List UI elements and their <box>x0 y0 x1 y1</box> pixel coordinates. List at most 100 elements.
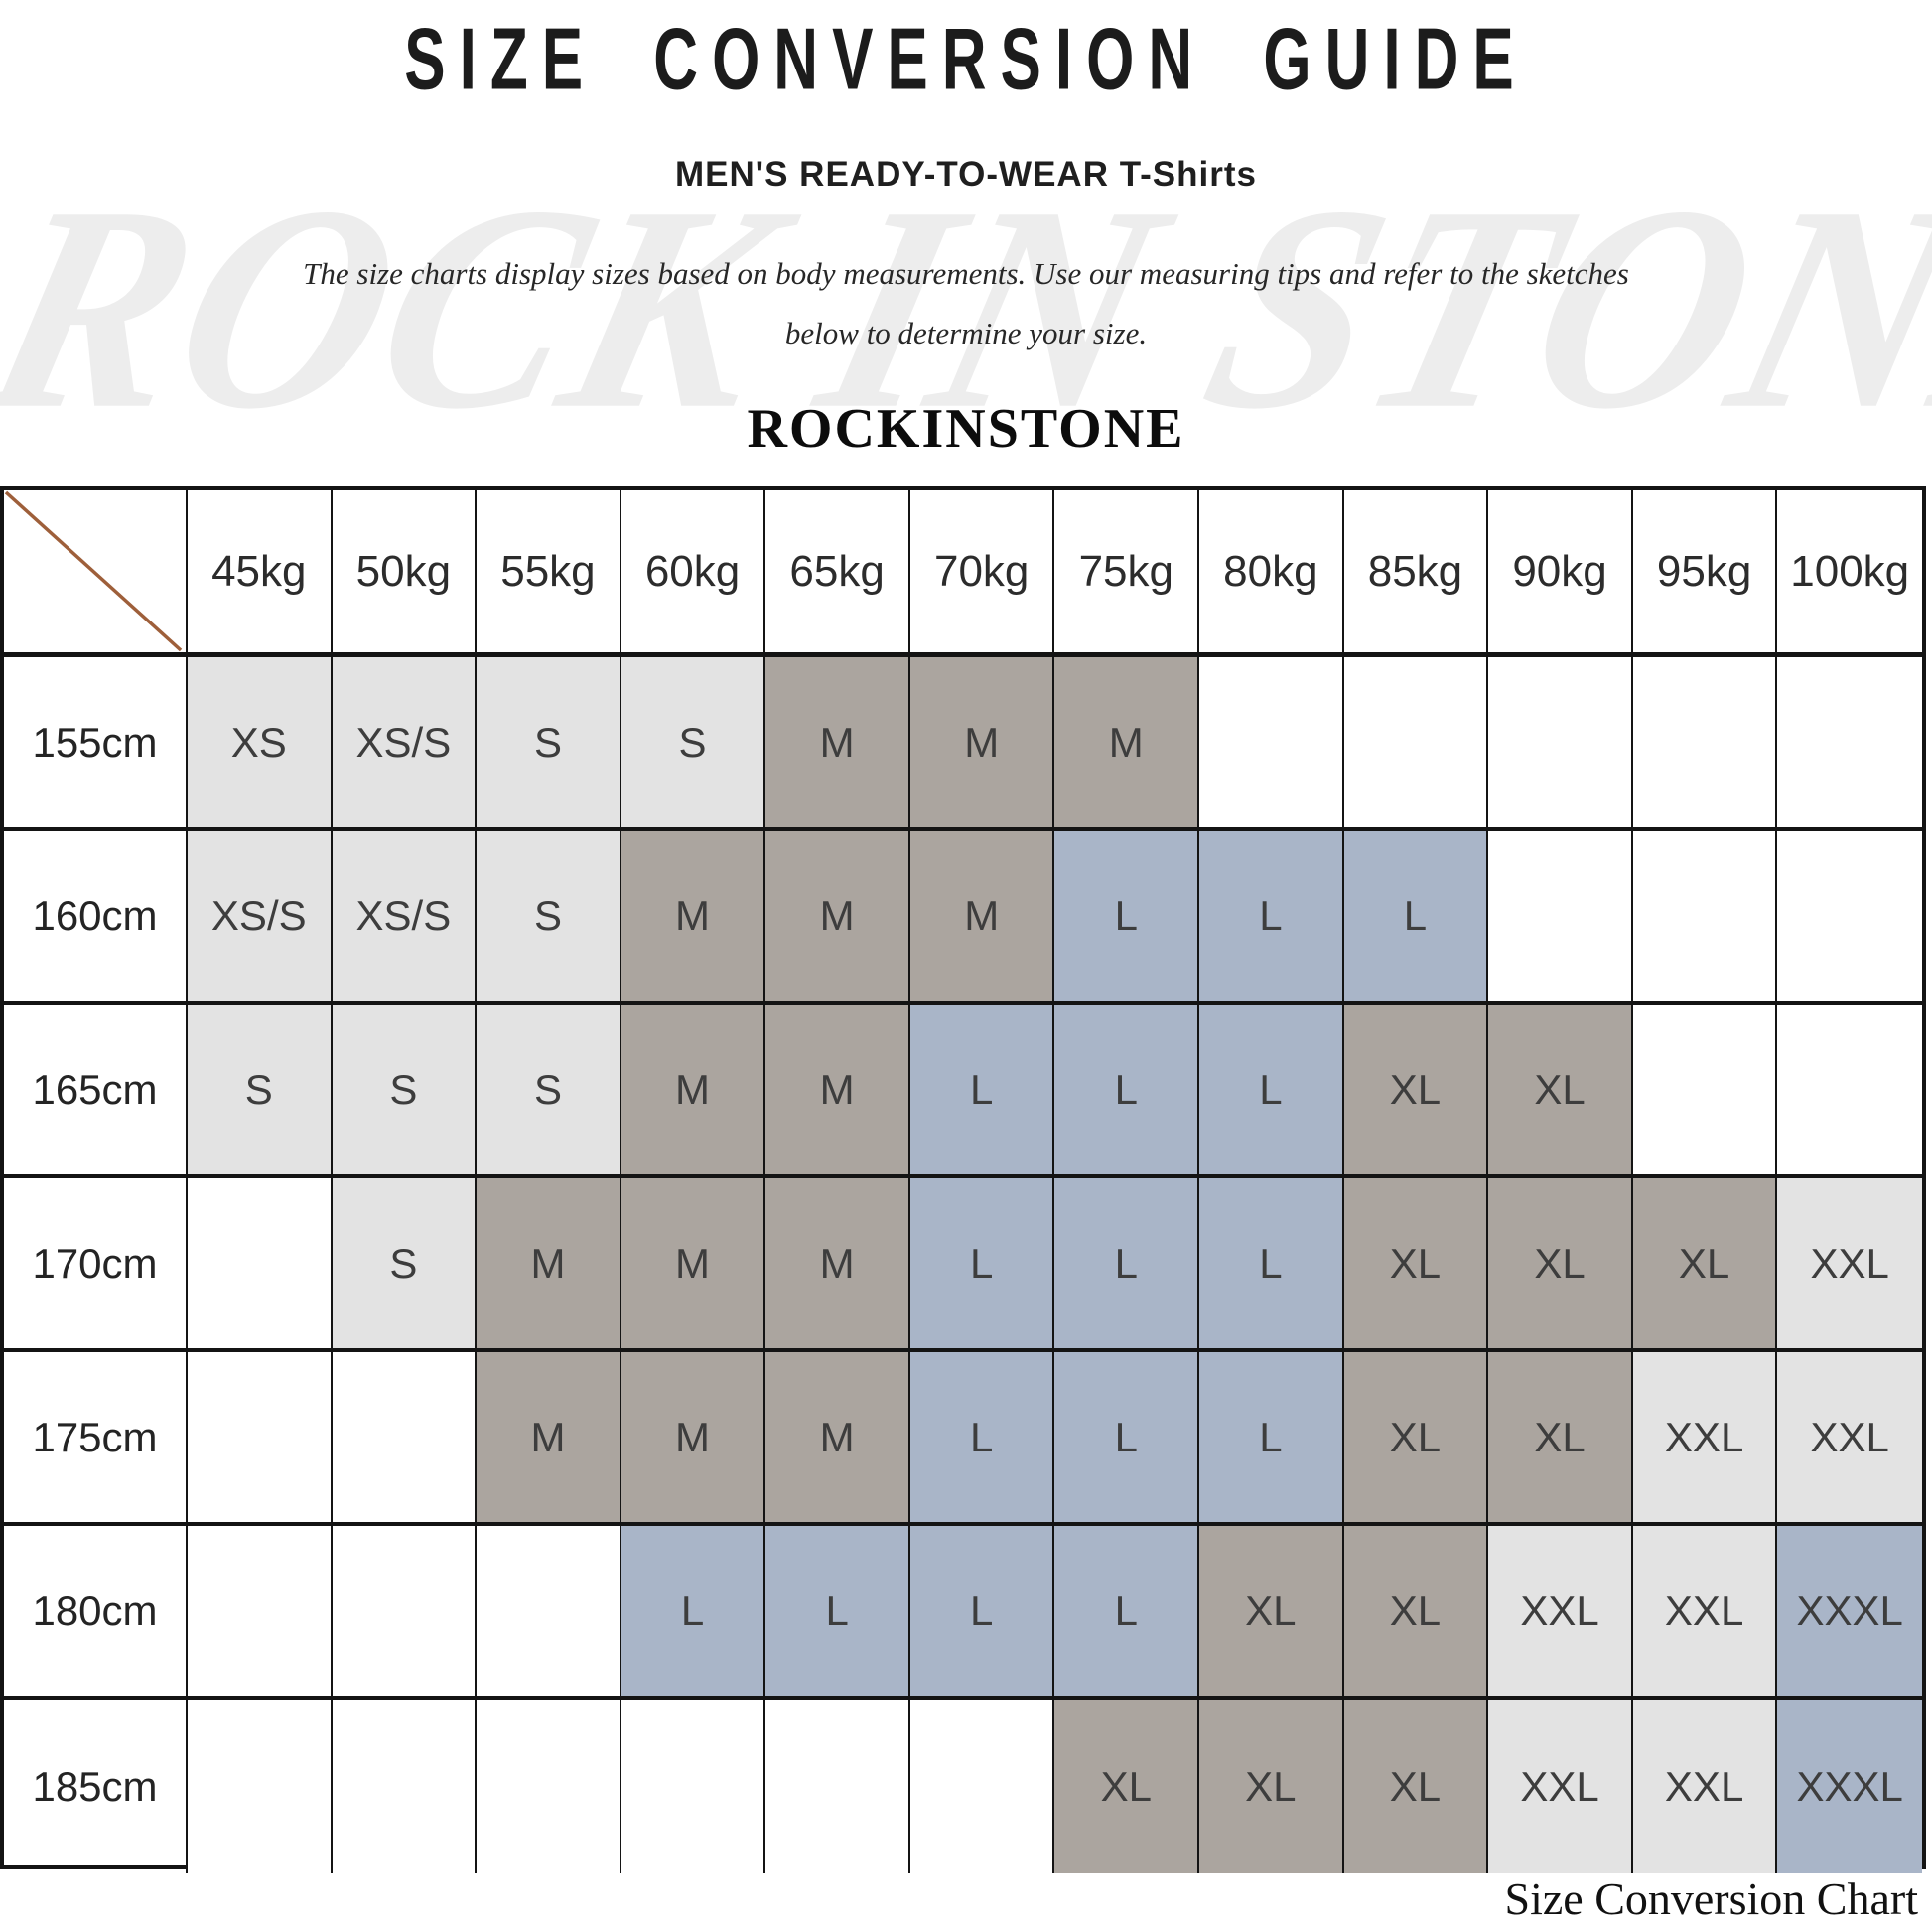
size-cell: M <box>765 1352 910 1526</box>
height-label-cell: 185cm <box>4 1700 188 1873</box>
weight-header-cell: 85kg <box>1343 490 1489 657</box>
size-cell: XL <box>1343 1352 1489 1526</box>
size-cell: XL <box>1488 1178 1633 1352</box>
size-cell: L <box>1343 831 1489 1005</box>
size-cell: S <box>332 1005 478 1178</box>
size-cell: M <box>477 1178 621 1352</box>
size-cell: L <box>1054 831 1200 1005</box>
height-label-cell: 160cm <box>4 831 188 1005</box>
size-cell: XS/S <box>332 831 478 1005</box>
size-cell <box>1488 657 1633 831</box>
height-label-cell: 175cm <box>4 1352 188 1526</box>
size-cell: M <box>765 1178 910 1352</box>
size-cell: XL <box>1199 1700 1344 1873</box>
size-cell: XL <box>1343 1700 1489 1873</box>
size-cell <box>1199 657 1344 831</box>
size-cell: M <box>1054 657 1200 831</box>
size-cell <box>188 1526 333 1700</box>
size-conversion-table: 45kg 50kg 55kg 60kg 65kg 70kg 75kg 80kg 85kg 90kg… <box>0 486 1926 1873</box>
size-cell: S <box>477 1005 621 1178</box>
size-cell <box>188 1352 333 1526</box>
height-label-cell: 155cm <box>4 657 188 831</box>
size-cell: XS/S <box>332 657 478 831</box>
size-cell: L <box>909 1526 1055 1700</box>
size-cell <box>1777 657 1922 831</box>
size-cell <box>1488 831 1633 1005</box>
size-cell: XL <box>1343 1005 1489 1178</box>
weight-header-cell: 75kg <box>1054 490 1200 657</box>
height-label-cell: 170cm <box>4 1178 188 1352</box>
size-cell: XL <box>1488 1005 1633 1178</box>
chart-caption: Size Conversion Chart <box>1504 1873 1919 1924</box>
size-cell <box>332 1700 478 1873</box>
size-cell: XXL <box>1632 1352 1778 1526</box>
weight-header-cell: 80kg <box>1199 490 1344 657</box>
weight-header-cell: 55kg <box>477 490 621 657</box>
size-cell <box>1343 657 1489 831</box>
size-cell: XXL <box>1488 1526 1633 1700</box>
size-cell: L <box>765 1526 910 1700</box>
size-cell: XS <box>188 657 333 831</box>
weight-header-cell: 60kg <box>621 490 766 657</box>
height-label-cell: 180cm <box>4 1526 188 1700</box>
size-cell: M <box>621 831 766 1005</box>
size-cell: XXL <box>1777 1352 1922 1526</box>
subtitle: MEN'S READY-TO-WEAR T-Shirts <box>0 155 1932 195</box>
size-cell: M <box>765 657 910 831</box>
size-cell: L <box>1199 831 1344 1005</box>
size-cell: XS/S <box>188 831 333 1005</box>
size-cell: L <box>1054 1526 1200 1700</box>
weight-header-cell: 65kg <box>765 490 910 657</box>
size-cell <box>188 1700 333 1873</box>
description-line-2: below to determine your size. <box>784 316 1148 350</box>
size-cell: XXL <box>1632 1526 1778 1700</box>
weight-header-cell: 70kg <box>909 490 1055 657</box>
size-cell: L <box>1199 1178 1344 1352</box>
size-cell: XL <box>1632 1178 1778 1352</box>
size-cell <box>765 1700 910 1873</box>
size-cell <box>332 1352 478 1526</box>
size-cell: XL <box>1488 1352 1633 1526</box>
size-cell: S <box>477 657 621 831</box>
size-cell: S <box>188 1005 333 1178</box>
size-cell <box>1632 1005 1778 1178</box>
weight-header-cell: 45kg <box>188 490 333 657</box>
size-cell: S <box>621 657 766 831</box>
size-cell: XL <box>1343 1178 1489 1352</box>
size-cell: L <box>1199 1005 1344 1178</box>
size-cell: L <box>909 1005 1055 1178</box>
size-cell <box>1632 657 1778 831</box>
size-cell: M <box>765 831 910 1005</box>
size-cell: XXXL <box>1777 1526 1922 1700</box>
size-cell: XXL <box>1488 1700 1633 1873</box>
size-cell: M <box>621 1178 766 1352</box>
size-cell <box>188 1178 333 1352</box>
weight-header-cell: 100kg <box>1777 490 1922 657</box>
size-cell <box>332 1526 478 1700</box>
size-cell <box>1777 1005 1922 1178</box>
size-cell <box>621 1700 766 1873</box>
size-cell <box>1632 831 1778 1005</box>
size-cell: XXL <box>1777 1178 1922 1352</box>
size-cell: L <box>1054 1178 1200 1352</box>
size-cell: S <box>477 831 621 1005</box>
size-cell: L <box>1054 1005 1200 1178</box>
size-cell <box>1777 831 1922 1005</box>
size-cell: M <box>621 1005 766 1178</box>
subtitle-category: MEN'S READY-TO-WEAR <box>675 155 1109 194</box>
size-cell: L <box>1054 1352 1200 1526</box>
brand-name: ROCKINSTONE <box>747 398 1185 460</box>
weight-header-cell: 95kg <box>1632 490 1778 657</box>
size-cell: XL <box>1054 1700 1200 1873</box>
size-cell: L <box>1199 1352 1344 1526</box>
size-cell: S <box>332 1178 478 1352</box>
size-cell: M <box>909 831 1055 1005</box>
size-cell: L <box>909 1178 1055 1352</box>
description-line-1: The size charts display sizes based on b… <box>303 256 1629 291</box>
corner-cell <box>4 490 188 657</box>
size-cell: M <box>765 1005 910 1178</box>
size-cell: M <box>621 1352 766 1526</box>
size-cell: L <box>621 1526 766 1700</box>
size-cell: L <box>909 1352 1055 1526</box>
